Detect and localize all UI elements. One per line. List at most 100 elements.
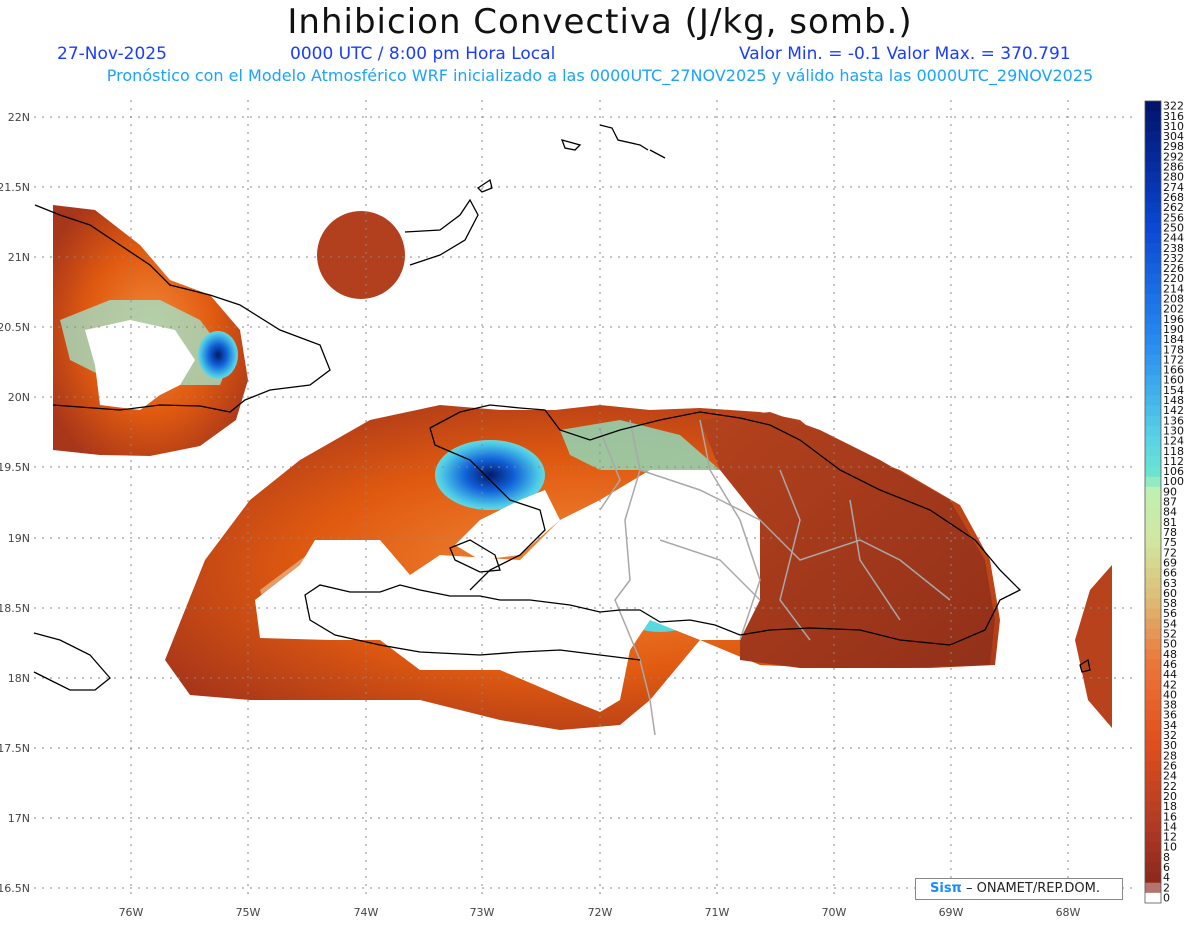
admin-borders bbox=[599, 419, 951, 736]
colorbar-label: 106 bbox=[1163, 465, 1184, 478]
colorbar-swatch bbox=[1145, 760, 1161, 772]
colorbar-label: 16 bbox=[1163, 810, 1177, 823]
colorbar-swatch bbox=[1145, 710, 1161, 721]
colorbar: 3223163103042982922862802742682622562502… bbox=[1144, 100, 1184, 904]
colorbar-label: 40 bbox=[1163, 688, 1177, 701]
colorbar-label: 304 bbox=[1163, 130, 1184, 143]
colorbar-swatch bbox=[1145, 527, 1161, 539]
colorbar-label: 58 bbox=[1163, 597, 1177, 610]
colorbar-swatch bbox=[1145, 557, 1161, 569]
time-label: 0000 UTC / 8:00 pm Hora Local bbox=[290, 44, 556, 64]
colorbar-swatch bbox=[1145, 517, 1161, 528]
colorbar-label: 22 bbox=[1163, 780, 1177, 793]
colorbar-label: 196 bbox=[1163, 313, 1184, 326]
colorbar-label: 38 bbox=[1163, 699, 1177, 712]
colorbar-swatch bbox=[1145, 375, 1161, 386]
lat-label: 21.5N bbox=[0, 181, 30, 194]
colorbar-swatch bbox=[1145, 273, 1161, 285]
lon-label: 72W bbox=[588, 906, 613, 919]
colorbar-swatch bbox=[1145, 882, 1161, 894]
lat-axis: 22N 21.5N 21N 20.5N 20N 19.5N 19N 18.5N … bbox=[0, 111, 30, 895]
colorbar-swatch bbox=[1145, 669, 1161, 681]
colorbar-swatch bbox=[1145, 811, 1161, 823]
colorbar-label: 250 bbox=[1163, 221, 1184, 234]
lat-label: 19N bbox=[8, 532, 30, 545]
colorbar-swatch bbox=[1145, 892, 1161, 904]
colorbar-swatch bbox=[1145, 385, 1161, 396]
colorbar-label: 298 bbox=[1163, 140, 1184, 153]
colorbar-swatch bbox=[1145, 283, 1161, 295]
colorbar-label: 10 bbox=[1163, 841, 1177, 854]
colorbar-label: 184 bbox=[1163, 333, 1184, 346]
colorbar-swatch bbox=[1145, 222, 1161, 234]
colorbar-label: 66 bbox=[1163, 567, 1177, 580]
colorbar-label: 4 bbox=[1163, 871, 1170, 884]
colorbar-label: 0 bbox=[1163, 891, 1170, 904]
colorbar-swatch bbox=[1145, 476, 1161, 488]
lon-label: 69W bbox=[939, 906, 964, 919]
colorbar-swatch bbox=[1145, 547, 1161, 559]
colorbar-swatch bbox=[1145, 161, 1161, 173]
colorbar-label: 118 bbox=[1163, 445, 1184, 458]
colorbar-label: 292 bbox=[1163, 150, 1184, 163]
colorbar-swatch bbox=[1145, 446, 1161, 457]
colorbar-label: 208 bbox=[1163, 293, 1184, 306]
lat-label: 17N bbox=[8, 812, 30, 825]
colorbar-label: 63 bbox=[1163, 577, 1177, 590]
page-title: Inhibicion Convectiva (J/kg, somb.) bbox=[287, 2, 913, 42]
colorbar-label: 274 bbox=[1163, 181, 1184, 194]
colorbar-label: 214 bbox=[1163, 282, 1184, 295]
colorbar-swatch bbox=[1145, 771, 1161, 782]
colorbar-swatch bbox=[1145, 872, 1161, 884]
lon-label: 76W bbox=[119, 906, 144, 919]
bahamas-shading bbox=[317, 211, 405, 299]
colorbar-swatch bbox=[1145, 831, 1161, 843]
colorbar-swatch bbox=[1145, 232, 1161, 244]
colorbar-label: 220 bbox=[1163, 272, 1184, 285]
colorbar-label: 75 bbox=[1163, 536, 1177, 549]
colorbar-swatch bbox=[1145, 740, 1161, 752]
colorbar-swatch bbox=[1145, 801, 1161, 813]
colorbar-label: 52 bbox=[1163, 628, 1177, 641]
colorbar-label: 78 bbox=[1163, 526, 1177, 539]
colorbar-label: 84 bbox=[1163, 506, 1177, 519]
east-edge-shading bbox=[1075, 565, 1112, 728]
colorbar-swatch bbox=[1145, 263, 1161, 275]
colorbar-label: 69 bbox=[1163, 556, 1177, 569]
colorbar-swatch bbox=[1145, 842, 1161, 853]
colorbar-swatch bbox=[1145, 243, 1161, 254]
colorbar-swatch bbox=[1145, 628, 1161, 640]
colorbar-label: 226 bbox=[1163, 262, 1184, 275]
colorbar-swatch bbox=[1145, 456, 1161, 467]
credit-text: – ONAMET/REP.DOM. bbox=[965, 881, 1101, 896]
colorbar-swatch bbox=[1145, 425, 1161, 437]
lon-label: 74W bbox=[354, 906, 379, 919]
dr-dark-shading bbox=[700, 412, 995, 668]
colorbar-swatch bbox=[1145, 578, 1161, 589]
lat-label: 19.5N bbox=[0, 461, 30, 474]
colorbar-label: 6 bbox=[1163, 861, 1170, 874]
date-label: 27-Nov-2025 bbox=[57, 44, 167, 64]
colorbar-label: 310 bbox=[1163, 120, 1184, 133]
colorbar-swatch bbox=[1145, 618, 1161, 630]
colorbar-label: 238 bbox=[1163, 242, 1184, 255]
colorbar-swatch bbox=[1145, 730, 1161, 742]
colorbar-label: 20 bbox=[1163, 790, 1177, 803]
colorbar-swatch bbox=[1145, 781, 1161, 792]
colorbar-swatch bbox=[1145, 304, 1161, 315]
colorbar-label: 30 bbox=[1163, 739, 1177, 752]
colorbar-label: 48 bbox=[1163, 648, 1177, 661]
colorbar-label: 316 bbox=[1163, 110, 1184, 123]
colorbar-swatch bbox=[1145, 567, 1161, 579]
colorbar-label: 90 bbox=[1163, 485, 1177, 498]
colorbar-label: 18 bbox=[1163, 800, 1177, 813]
colorbar-swatch bbox=[1145, 699, 1161, 711]
colorbar-label: 280 bbox=[1163, 171, 1184, 184]
colorbar-swatch bbox=[1145, 334, 1161, 346]
colorbar-label: 32 bbox=[1163, 729, 1177, 742]
zero-regions bbox=[85, 320, 760, 712]
lon-label: 71W bbox=[705, 906, 730, 919]
colorbar-label: 12 bbox=[1163, 831, 1177, 844]
colorbar-swatch bbox=[1145, 364, 1161, 376]
